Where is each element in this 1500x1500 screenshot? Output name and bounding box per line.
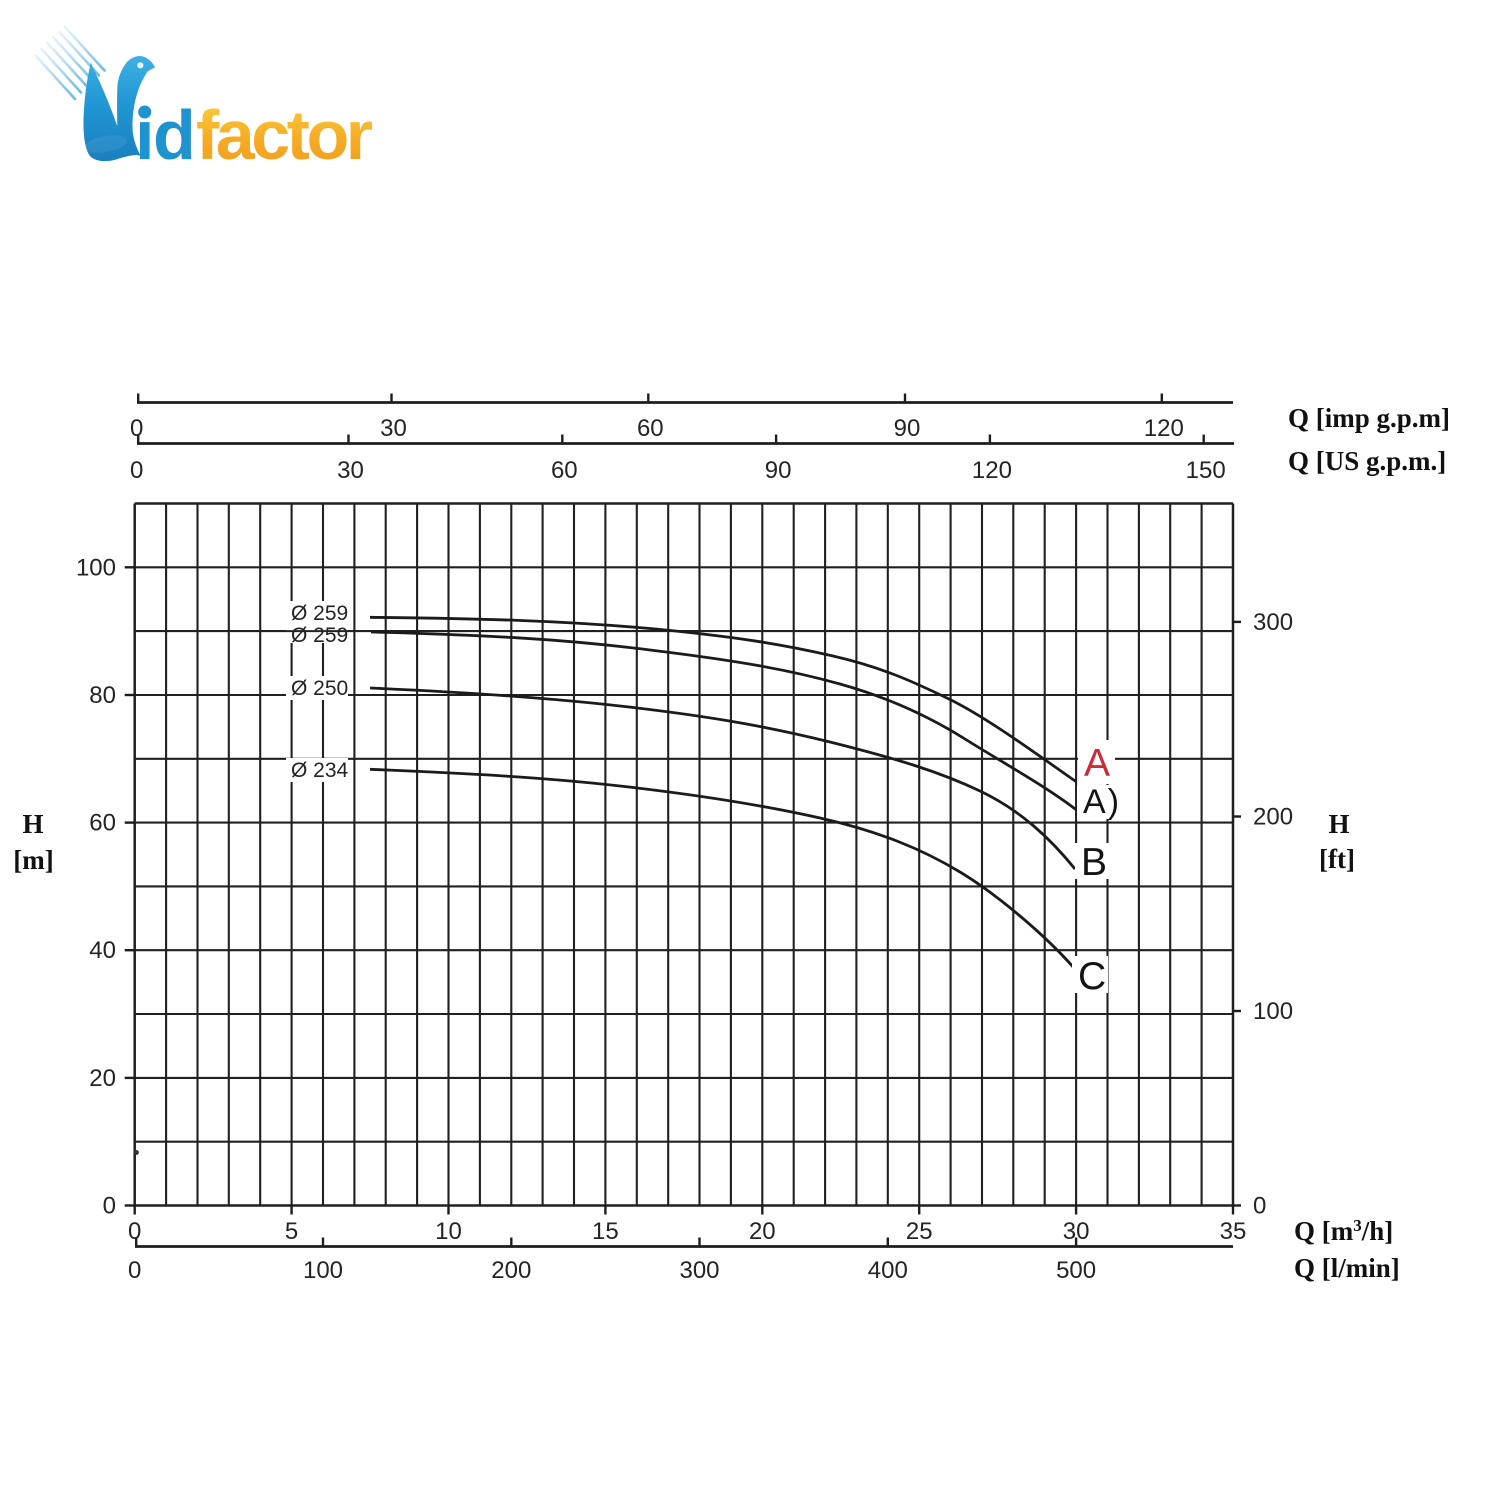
svg-text:5: 5 <box>285 1218 298 1245</box>
svg-text:60: 60 <box>89 810 116 837</box>
svg-text:300: 300 <box>679 1257 719 1284</box>
svg-text:H: H <box>22 809 43 839</box>
svg-text:40: 40 <box>89 937 116 964</box>
svg-text:10: 10 <box>435 1218 462 1245</box>
svg-text:0: 0 <box>128 1218 141 1245</box>
svg-text:Ø 234: Ø 234 <box>291 759 349 782</box>
svg-text:A): A) <box>1083 783 1119 821</box>
svg-text:B: B <box>1081 841 1107 884</box>
svg-text:0: 0 <box>103 1193 116 1220</box>
svg-text:90: 90 <box>894 415 921 442</box>
svg-text:15: 15 <box>592 1218 619 1245</box>
svg-text:0: 0 <box>130 457 143 484</box>
svg-text:80: 80 <box>89 682 116 709</box>
svg-text:120: 120 <box>1144 415 1184 442</box>
svg-text:20: 20 <box>749 1218 776 1245</box>
svg-text:100: 100 <box>76 554 116 581</box>
svg-text:[ft]: [ft] <box>1319 844 1355 874</box>
svg-text:Ø 250: Ø 250 <box>291 677 348 700</box>
svg-text:100: 100 <box>303 1257 343 1284</box>
svg-text:300: 300 <box>1253 609 1293 636</box>
svg-text:Ø 259: Ø 259 <box>291 624 348 647</box>
svg-text:Ø 259: Ø 259 <box>291 602 348 625</box>
svg-text:0: 0 <box>128 1257 141 1284</box>
svg-text:60: 60 <box>637 415 664 442</box>
svg-text:Q [m3/h]: Q [m3/h] <box>1294 1216 1393 1246</box>
svg-text:Q [imp g.p.m]: Q [imp g.p.m] <box>1288 403 1450 433</box>
svg-text:0: 0 <box>1253 1193 1266 1220</box>
svg-text:C: C <box>1078 955 1106 998</box>
svg-text:400: 400 <box>868 1257 908 1284</box>
svg-text:A: A <box>1084 742 1110 785</box>
svg-text:150: 150 <box>1186 457 1226 484</box>
svg-text:20: 20 <box>89 1065 116 1092</box>
svg-text:0: 0 <box>130 415 143 442</box>
svg-text:100: 100 <box>1253 998 1293 1025</box>
svg-text:200: 200 <box>1253 804 1293 831</box>
svg-text:[m]: [m] <box>13 845 53 875</box>
svg-text:35: 35 <box>1220 1218 1247 1245</box>
svg-text:Q [US g.p.m.]: Q [US g.p.m.] <box>1288 446 1446 476</box>
svg-text:90: 90 <box>765 457 792 484</box>
svg-text:30: 30 <box>1063 1218 1090 1245</box>
svg-text:200: 200 <box>491 1257 531 1284</box>
svg-text:25: 25 <box>906 1218 933 1245</box>
svg-text:60: 60 <box>551 457 578 484</box>
svg-text:500: 500 <box>1056 1257 1096 1284</box>
svg-text:Q [l/min]: Q [l/min] <box>1294 1253 1400 1283</box>
svg-text:30: 30 <box>380 415 407 442</box>
svg-text:120: 120 <box>972 457 1012 484</box>
svg-text:ıd: ıd <box>135 96 194 174</box>
svg-text:factor: factor <box>196 96 373 174</box>
svg-text:H: H <box>1328 809 1349 839</box>
svg-text:30: 30 <box>337 457 364 484</box>
